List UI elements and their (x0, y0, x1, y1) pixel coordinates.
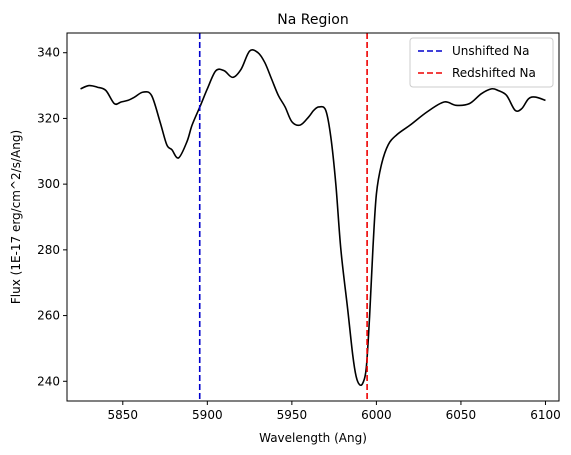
y-tick-label: 320 (37, 111, 60, 125)
data-layer (80, 33, 546, 401)
x-axis-ticks: 5850 5900 5950 6000 6050 6100 (108, 401, 561, 422)
y-tick-label: 300 (37, 177, 60, 191)
y-axis-ticks: 240 260 280 300 320 340 (37, 46, 67, 388)
plot-frame (66, 32, 560, 402)
legend-label: Unshifted Na (452, 44, 529, 58)
legend-label: Redshifted Na (452, 66, 536, 80)
y-tick-label: 340 (37, 46, 60, 60)
x-tick-label: 6050 (446, 408, 477, 422)
y-tick-label: 280 (37, 243, 60, 257)
chart-title: Na Region (277, 12, 348, 28)
flux-series-line (80, 49, 546, 387)
x-tick-label: 6000 (361, 408, 392, 422)
y-tick-label: 260 (37, 309, 60, 323)
x-tick-label: 5950 (277, 408, 308, 422)
legend: Unshifted Na Redshifted Na (409, 37, 554, 88)
y-axis-label: Flux (1E-17 erg/cm^2/s/Ang) (9, 130, 23, 304)
x-tick-label: 5850 (108, 408, 139, 422)
legend-box (409, 37, 554, 88)
x-tick-label: 5900 (192, 408, 223, 422)
plot-area (66, 32, 560, 402)
x-axis-label: Wavelength (Ang) (259, 431, 367, 445)
x-tick-label: 6100 (530, 408, 561, 422)
y-tick-label: 240 (37, 374, 60, 388)
